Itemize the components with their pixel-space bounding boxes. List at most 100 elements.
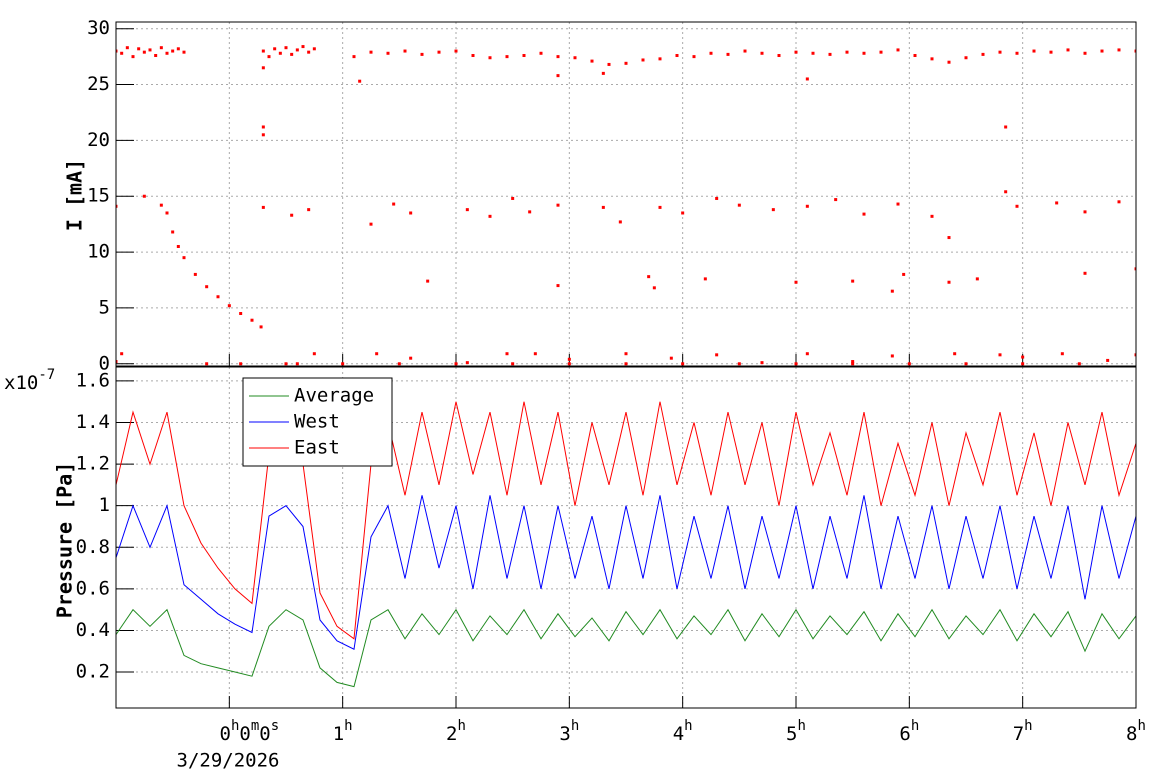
x-tick-label: 5h (786, 718, 806, 745)
point (409, 356, 413, 360)
point (947, 236, 951, 240)
point (284, 362, 288, 366)
point (805, 204, 809, 208)
point (834, 198, 838, 202)
point (658, 57, 662, 61)
point (851, 360, 855, 364)
point (862, 51, 866, 55)
y-tick-label: 1.2 (76, 453, 110, 475)
point (907, 362, 911, 366)
point (930, 57, 934, 61)
point (556, 203, 560, 207)
point (312, 47, 316, 51)
point (760, 51, 764, 55)
date-label: 3/29/2026 (177, 750, 280, 772)
point (652, 286, 656, 290)
y-multiplier: x10-7 (4, 367, 55, 394)
point (618, 220, 622, 224)
point (890, 289, 894, 293)
point (567, 362, 571, 366)
point (964, 362, 968, 366)
point (902, 272, 906, 276)
point (828, 52, 832, 56)
point (307, 50, 311, 54)
x-tick-label: 3h (559, 718, 579, 745)
point (454, 49, 458, 53)
point (131, 55, 135, 59)
point (284, 46, 288, 50)
point (1083, 271, 1087, 275)
point (142, 194, 146, 198)
point (392, 202, 396, 206)
series-line (116, 608, 1136, 688)
point (454, 362, 458, 366)
point (488, 214, 492, 218)
point (511, 196, 515, 200)
point (511, 362, 515, 366)
y-tick-label: 20 (87, 129, 110, 151)
point (601, 71, 605, 75)
x-tick-label: 6h (899, 718, 919, 745)
point (239, 362, 243, 366)
point (375, 352, 379, 356)
y-tick-label: 10 (87, 241, 110, 263)
point (794, 362, 798, 366)
point (715, 196, 719, 200)
point (964, 56, 968, 60)
point (120, 51, 124, 55)
point (1117, 48, 1121, 52)
y-tick-label: 0.4 (76, 619, 110, 641)
point (1055, 201, 1059, 205)
point (703, 277, 707, 281)
point (692, 55, 696, 59)
point (261, 205, 265, 209)
point (154, 54, 158, 58)
point (182, 256, 186, 260)
point (125, 46, 129, 50)
point (681, 362, 685, 366)
point (1134, 49, 1136, 53)
point (1032, 49, 1036, 53)
point (488, 56, 492, 60)
point (120, 352, 124, 356)
point (116, 49, 118, 53)
point (301, 45, 305, 49)
y-tick-label: 0.6 (76, 577, 110, 599)
point (426, 279, 430, 283)
x-tick-label: 8h (1126, 718, 1146, 745)
point (647, 275, 651, 279)
plot-frame (115, 21, 1137, 367)
point (1004, 190, 1008, 194)
point (743, 49, 747, 53)
x-tick-label: 2h (446, 718, 466, 745)
point (290, 213, 294, 217)
point (1134, 353, 1136, 357)
point (930, 214, 934, 218)
point (290, 52, 294, 56)
point (267, 55, 271, 59)
legend-label: East (294, 437, 340, 459)
point (1106, 358, 1110, 362)
point (261, 125, 265, 129)
point (352, 55, 356, 59)
point (465, 361, 469, 365)
point (681, 211, 685, 215)
point (573, 56, 577, 60)
point (227, 304, 231, 308)
point (1060, 352, 1064, 356)
point (771, 208, 775, 212)
point (165, 211, 169, 215)
point (409, 211, 413, 215)
point (259, 325, 263, 329)
point (341, 362, 345, 366)
point (641, 58, 645, 62)
point (607, 62, 611, 66)
x-tick-label: 1h (333, 718, 353, 745)
point (176, 47, 180, 51)
y-tick-label: 15 (87, 185, 110, 207)
point (998, 50, 1002, 54)
point (1134, 267, 1136, 271)
point (137, 47, 141, 51)
